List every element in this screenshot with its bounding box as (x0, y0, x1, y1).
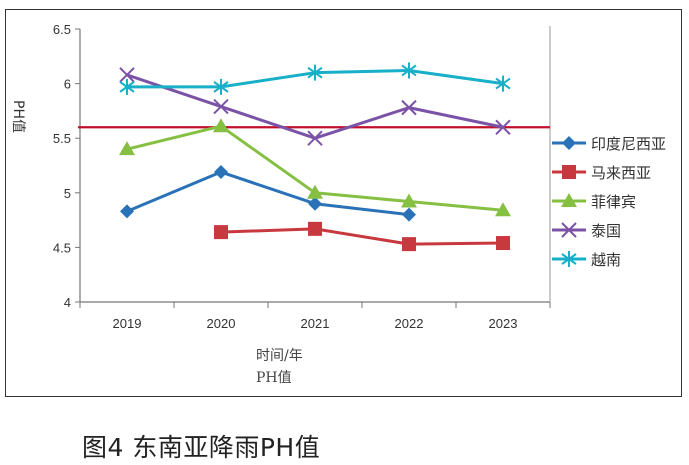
y-tick-label: 5 (64, 186, 71, 201)
data-point-x (307, 130, 323, 146)
legend-marker-square (562, 165, 576, 179)
data-point-triangle (401, 193, 417, 208)
data-point-x (495, 119, 511, 135)
data-point-triangle (213, 118, 229, 133)
y-tick-label: 6 (64, 77, 71, 92)
series-line-0 (126, 170, 410, 217)
y-tick-label: 4.5 (53, 240, 71, 255)
x-tick-label: 2023 (489, 316, 518, 331)
data-point-diamond (402, 207, 416, 222)
legend-marker-x (561, 222, 577, 238)
y-tick-label: 6.5 (53, 22, 71, 37)
data-point-star (307, 64, 323, 81)
data-point-star (401, 62, 417, 79)
legend-marker-triangle (561, 193, 577, 207)
data-point-diamond (308, 196, 322, 211)
legend-label: 越南 (591, 251, 621, 269)
legend-marker-star (561, 251, 577, 267)
data-point-diamond (120, 204, 134, 219)
data-point-triangle (119, 141, 135, 156)
x-tick-label: 2019 (113, 316, 142, 331)
data-point-star (495, 75, 511, 92)
data-point-square (402, 237, 416, 252)
data-point-star (119, 78, 135, 95)
data-point-x (213, 98, 229, 115)
legend-label: 泰国 (591, 222, 621, 240)
data-point-square (308, 221, 322, 236)
y-tick-label: 5.5 (53, 131, 71, 146)
data-point-triangle (495, 202, 511, 217)
legend-label: 马来西亚 (591, 164, 651, 182)
data-point-star (213, 78, 229, 95)
x-tick-label: 2022 (395, 316, 424, 331)
x-tick-label: 2021 (301, 316, 330, 331)
y-tick-label: 4 (64, 295, 71, 310)
y-axis-title: PH值 (10, 100, 26, 133)
legend-label: 菲律宾 (591, 193, 636, 211)
data-point-square (214, 225, 228, 240)
data-point-diamond (214, 165, 228, 180)
legend-label: 印度尼西亚 (591, 135, 666, 153)
data-point-x (119, 67, 135, 83)
data-point-x (401, 99, 417, 116)
x-axis-title: 时间/年 (256, 348, 303, 364)
x-tick-label: 2020 (207, 316, 236, 331)
data-point-square (496, 236, 510, 251)
chart-frame (5, 9, 682, 397)
figure-caption: 图4 东南亚降雨PH值 (82, 433, 321, 462)
series-line-3 (126, 73, 504, 140)
series-line-1 (220, 227, 504, 246)
legend-marker-diamond (562, 136, 576, 150)
data-point-triangle (307, 184, 323, 199)
x-axis-title-secondary: PH值 (256, 370, 292, 386)
